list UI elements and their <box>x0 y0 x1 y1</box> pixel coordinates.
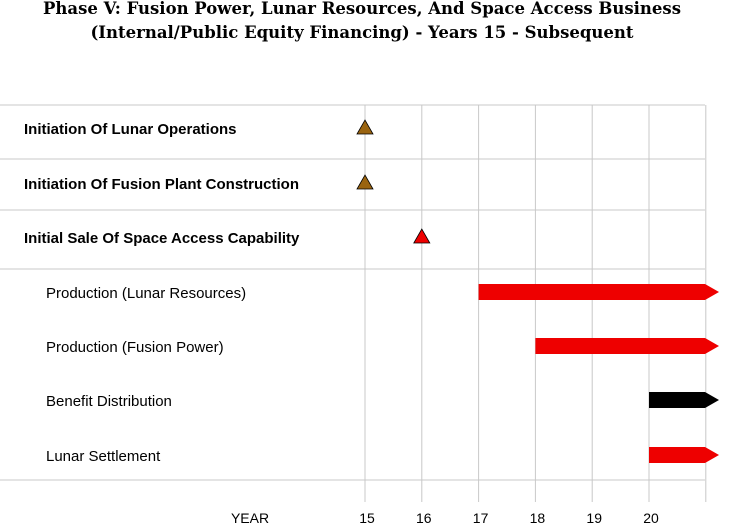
task-bar <box>649 392 719 408</box>
task-label: Lunar Settlement <box>46 448 161 465</box>
chart-grid <box>0 104 707 502</box>
milestone-label: Initial Sale Of Space Access Capability <box>24 230 300 247</box>
milestone-marker <box>413 228 431 244</box>
x-tick-label: 15 <box>359 510 375 526</box>
task-bar <box>535 338 719 354</box>
x-tick-label: 20 <box>643 510 659 526</box>
task-label: Production (Fusion Power) <box>46 339 224 356</box>
chart-title-line-2: (Internal/Public Equity Financing) - Yea… <box>90 23 633 42</box>
x-tick-label: 16 <box>416 510 432 526</box>
x-tick-label: 19 <box>586 510 602 526</box>
milestone-marker <box>356 119 374 135</box>
chart-rows: Initiation Of Lunar Operations Initiation… <box>24 119 719 465</box>
task-bar <box>649 447 719 463</box>
x-tick-label: 17 <box>473 510 489 526</box>
task-bar <box>478 284 719 300</box>
x-axis: YEAR 15 16 17 18 19 20 <box>231 510 659 526</box>
chart-title-line-1: Phase V: Fusion Power, Lunar Resources, … <box>43 0 681 18</box>
task-label: Production (Lunar Resources) <box>46 285 246 302</box>
x-tick-label: 18 <box>530 510 546 526</box>
milestone-label: Initiation Of Lunar Operations <box>24 121 237 138</box>
task-label: Benefit Distribution <box>46 393 172 410</box>
milestone-marker <box>356 174 374 190</box>
milestone-label: Initiation Of Fusion Plant Construction <box>24 176 299 193</box>
x-axis-label: YEAR <box>231 510 269 526</box>
